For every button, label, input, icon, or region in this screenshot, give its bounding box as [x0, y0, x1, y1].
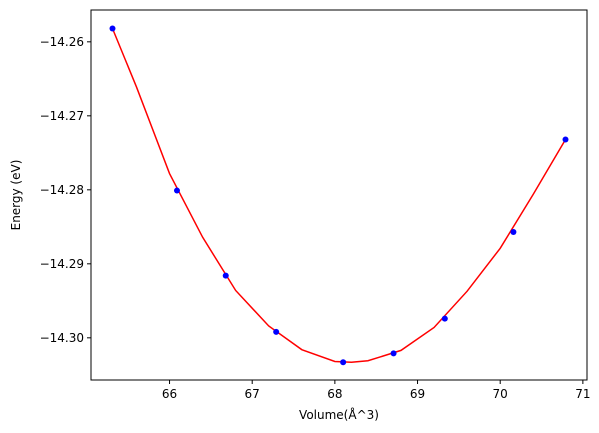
x-tick-label: 68 — [327, 387, 342, 401]
x-ticks: 66 67 68 69 70 71 — [162, 380, 591, 401]
y-tick-label: −14.26 — [40, 35, 84, 49]
plot-frame — [90, 9, 588, 381]
y-axis-label: Energy (eV) — [9, 160, 23, 231]
x-axis-label: Volume(Å^3) — [299, 407, 379, 422]
y-tick-label: −14.27 — [40, 109, 84, 123]
x-tick-label: 69 — [410, 387, 425, 401]
x-tick-label: 66 — [162, 387, 177, 401]
data-point — [273, 328, 280, 335]
data-point — [222, 272, 229, 279]
data-point — [562, 136, 569, 143]
data-point — [173, 187, 180, 194]
data-point — [441, 315, 448, 322]
x-tick-label: 71 — [575, 387, 590, 401]
x-tick-label: 70 — [493, 387, 508, 401]
data-point — [109, 25, 116, 32]
data-point — [340, 359, 347, 366]
data-point — [510, 229, 517, 235]
y-tick-label: −14.30 — [40, 331, 84, 345]
y-ticks: −14.26 −14.27 −14.28 −14.29 −14.30 — [40, 35, 91, 345]
y-tick-label: −14.28 — [40, 183, 84, 197]
data-points-layer — [109, 25, 569, 366]
data-point — [390, 350, 397, 357]
x-tick-label: 67 — [245, 387, 260, 401]
y-tick-label: −14.29 — [40, 257, 84, 271]
